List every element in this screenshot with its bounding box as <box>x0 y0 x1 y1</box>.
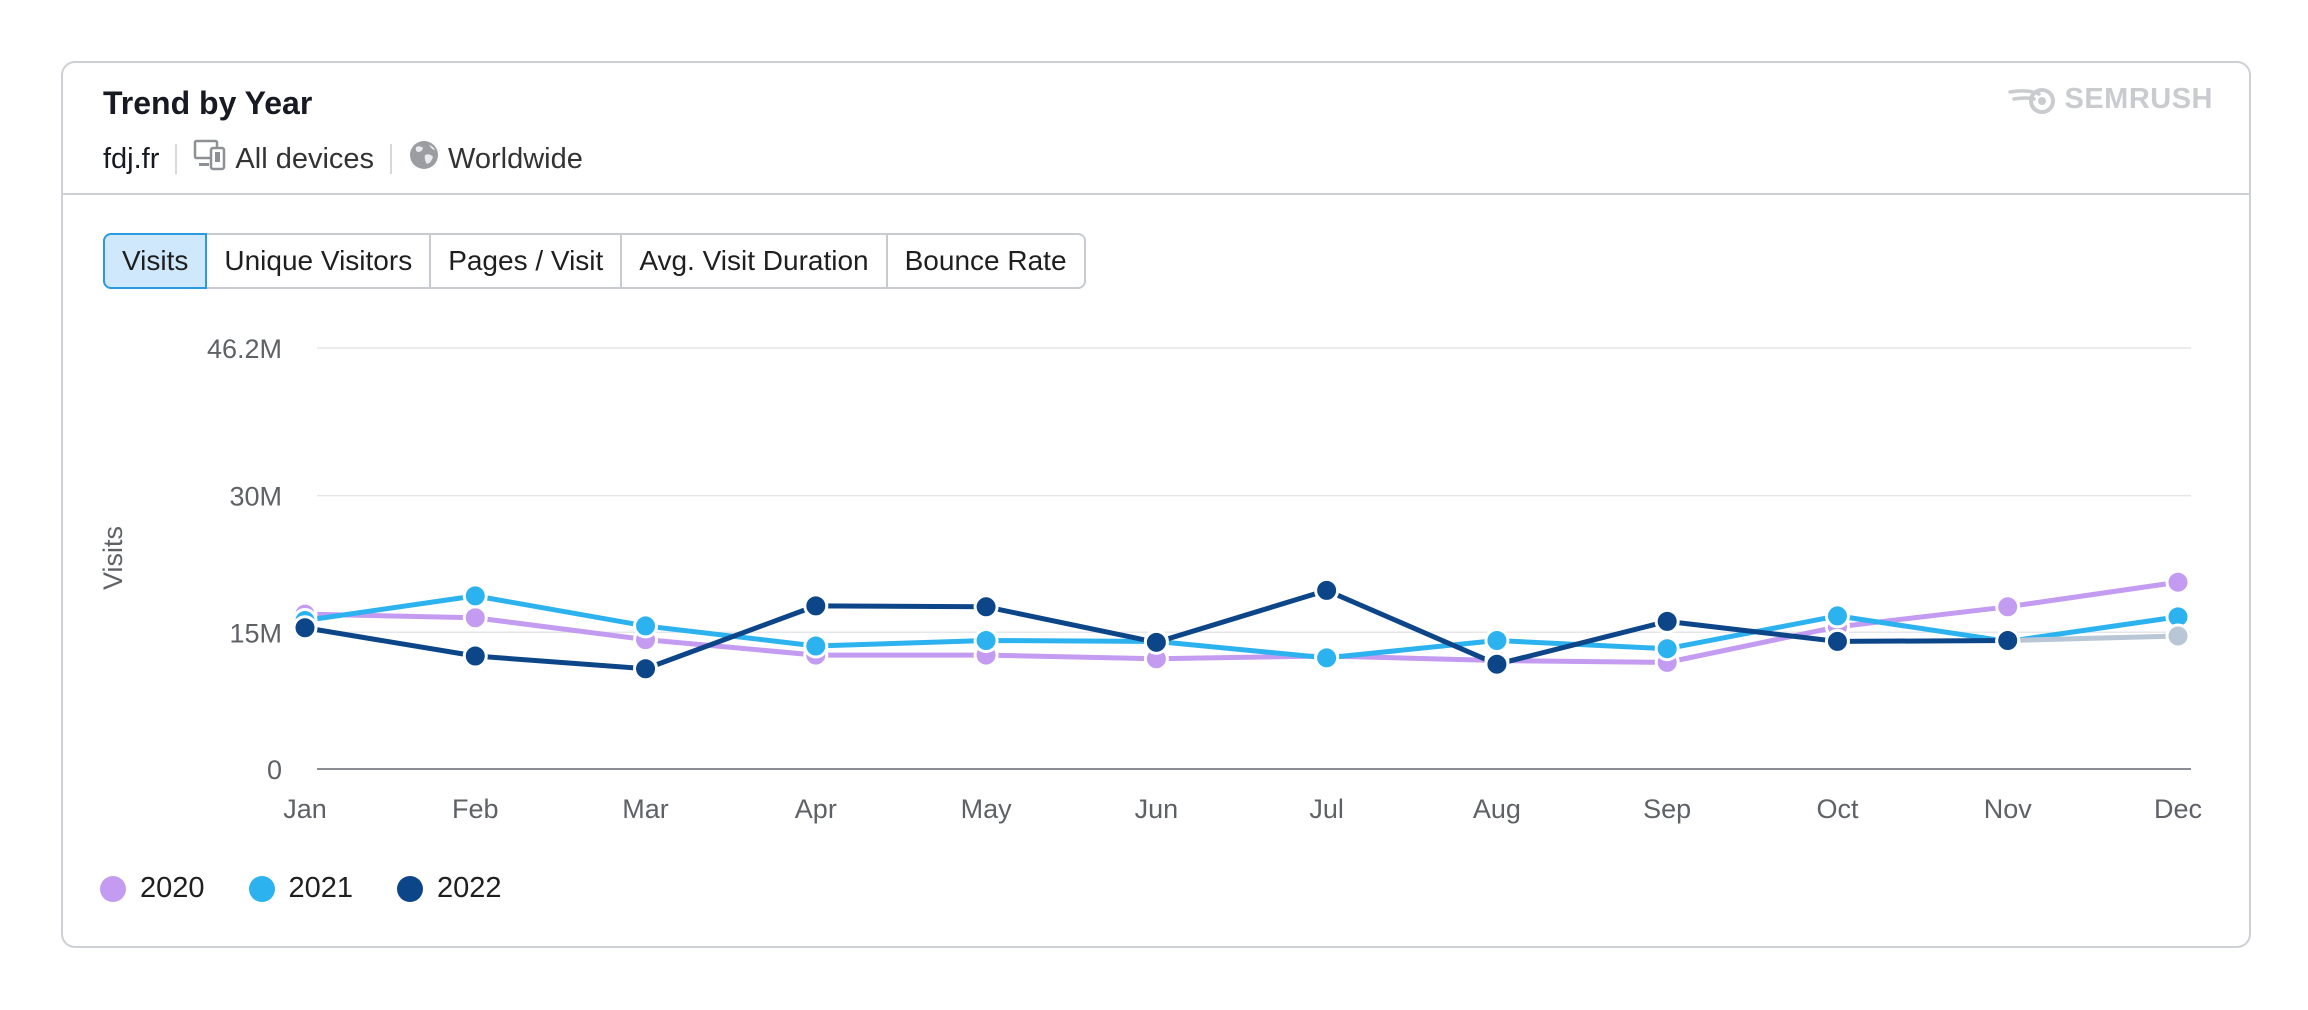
tab-visits[interactable]: Visits <box>103 233 208 289</box>
card-header: Trend by Year SEMRUSH fdj.fr <box>63 63 2249 195</box>
chart-legend: 2020 2021 2022 <box>100 872 546 905</box>
card-title: Trend by Year <box>103 85 313 121</box>
divider <box>175 144 178 174</box>
legend-item-2022[interactable]: 2022 <box>397 872 502 905</box>
legend-item-2021[interactable]: 2021 <box>248 872 354 905</box>
tab-avg-visit-duration[interactable]: Avg. Visit Duration <box>622 233 888 289</box>
tab-pages-per-visit[interactable]: Pages / Visit <box>431 233 623 289</box>
brand-name: SEMRUSH <box>2064 83 2213 115</box>
brand-logo: SEMRUSH <box>2008 83 2213 116</box>
domain-label: fdj.fr <box>103 142 160 175</box>
legend-dot-2021 <box>248 875 275 902</box>
region-filter[interactable]: Worldwide <box>408 139 583 179</box>
trend-card: Trend by Year SEMRUSH fdj.fr <box>61 61 2251 948</box>
region-label: Worldwide <box>448 142 583 175</box>
semrush-logo-icon <box>2008 85 2058 115</box>
legend-dot-2020 <box>100 875 126 902</box>
legend-label-2021: 2021 <box>288 872 354 904</box>
tab-unique-visitors[interactable]: Unique Visitors <box>207 233 432 289</box>
legend-label-2020: 2020 <box>140 872 205 904</box>
globe-icon <box>408 139 440 179</box>
metric-tabs: Visits Unique Visitors Pages / Visit Avg… <box>103 233 1086 289</box>
legend-label-2022: 2022 <box>437 872 502 904</box>
report-filters: fdj.fr All devices <box>103 139 583 179</box>
devices-icon <box>193 139 227 179</box>
devices-label: All devices <box>235 142 375 175</box>
devices-filter[interactable]: All devices <box>193 139 374 179</box>
tab-bounce-rate[interactable]: Bounce Rate <box>887 233 1086 289</box>
legend-dot-2022 <box>397 875 424 902</box>
legend-item-2020[interactable]: 2020 <box>100 872 205 905</box>
divider <box>390 144 393 174</box>
